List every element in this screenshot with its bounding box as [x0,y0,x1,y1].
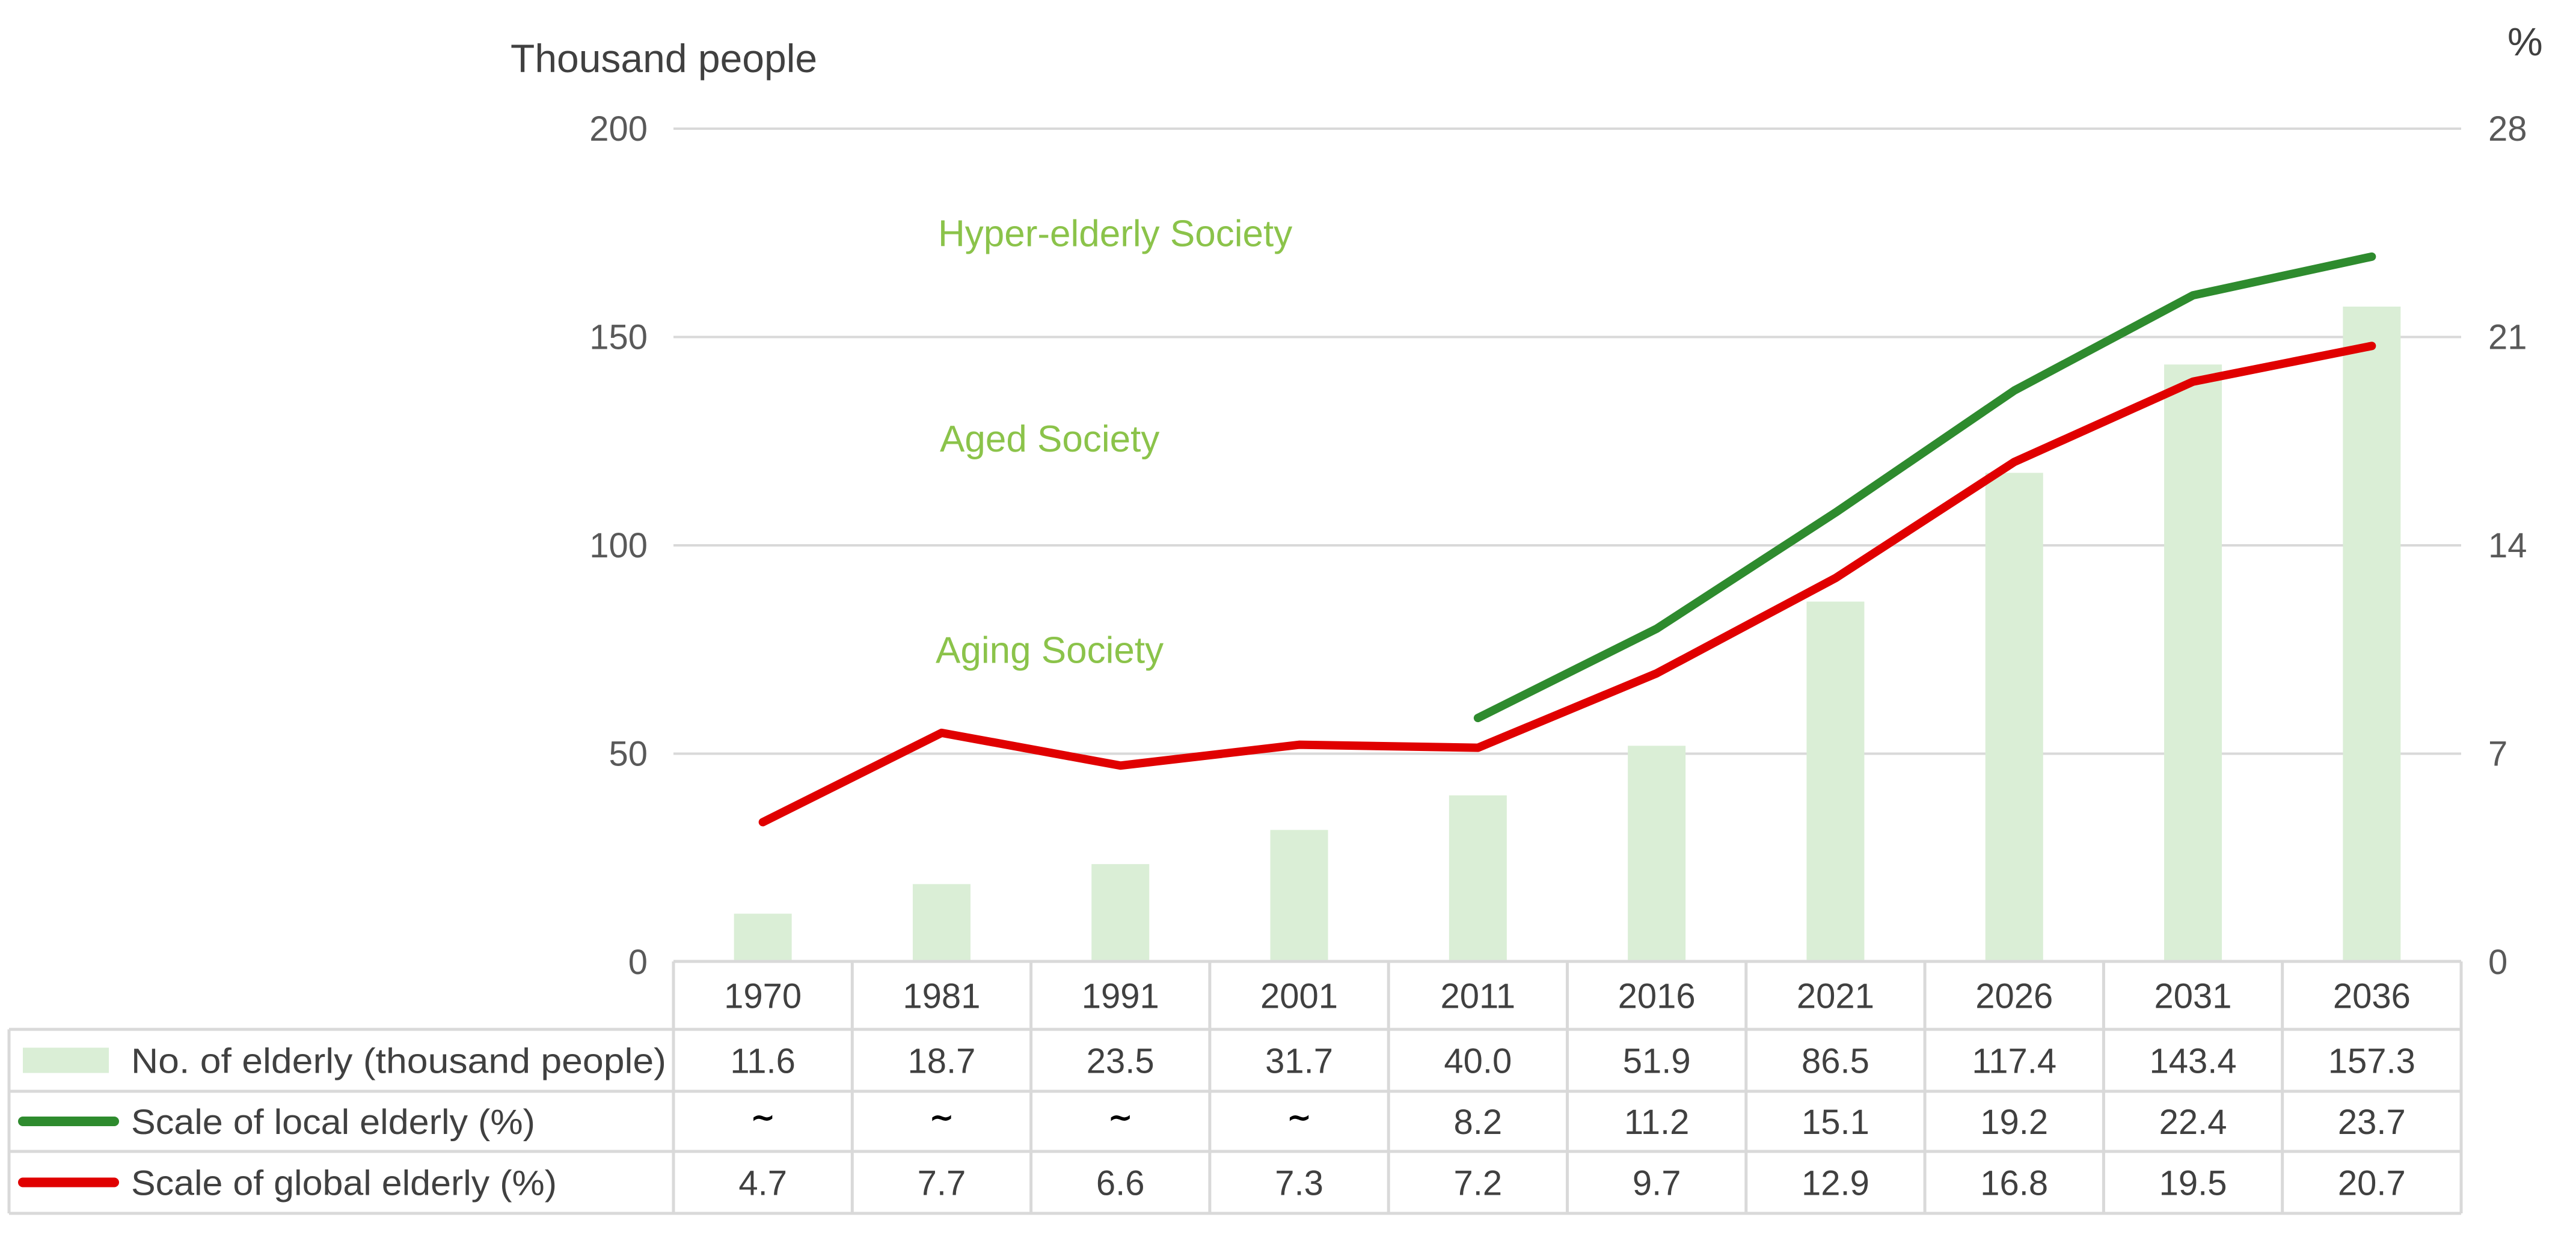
table-cell: 4.7 [738,1164,787,1203]
right-tick-label: 14 [2488,526,2527,565]
bar-2011 [1449,795,1507,962]
lines-elderly-scale [758,252,2376,827]
line-local-elderly [1473,252,2376,723]
legend-label: Scale of local elderly (%) [131,1103,535,1142]
society-annotations: Hyper-elderly Society Aged Society Aging S… [936,213,1292,671]
axis-ticks: 0 0 50 7 100 14 150 21 200 28 [589,109,2527,982]
table-cell: 7.3 [1275,1164,1323,1203]
left-tick-label: 150 [589,318,648,357]
table-cell: 16.8 [1980,1164,2048,1203]
table-cell: 19.5 [2159,1164,2227,1203]
right-axis-title: % [2507,19,2543,64]
table-cell: 19.2 [1980,1103,2048,1142]
table-header-2036: 2036 [2333,977,2411,1016]
table-cell: 23.7 [2338,1103,2406,1142]
table-cell: 143.4 [2149,1042,2236,1081]
table-cell: 23.5 [1087,1042,1155,1081]
legend-label: Scale of global elderly (%) [131,1164,557,1203]
table-header-1970: 1970 [724,977,802,1016]
table-cell: 6.6 [1096,1164,1145,1203]
table-cell: 8.2 [1454,1103,1503,1142]
legend-label: No. of elderly (thousand people) [131,1042,666,1081]
table-cell: ~ [929,1100,954,1135]
table-cell: 117.4 [1972,1042,2056,1081]
left-tick-label: 200 [589,109,648,149]
table-header-2026: 2026 [1975,977,2053,1016]
table-cell: 31.7 [1265,1042,1333,1081]
table-cell: 15.1 [1802,1103,1869,1142]
line-global-elderly [758,342,2376,827]
table-header-2031: 2031 [2154,977,2232,1016]
table-cell: 12.9 [1802,1164,1869,1203]
annotation-aging-society: Aging Society [936,630,1164,671]
table-cell: ~ [1287,1100,1312,1135]
table-cell: 20.7 [2338,1164,2406,1203]
bar-2021 [1806,601,1865,962]
legend-swatch-bar [23,1047,109,1073]
table-header-2011: 2011 [1440,977,1515,1016]
table-cell: 86.5 [1802,1042,1869,1081]
left-axis-title: Thousand people [511,36,817,81]
data-table: 1970 1981 1991 2001 2011 2016 2021 2026 2031 2036… [7,960,2463,1215]
table-cell: 9.7 [1633,1164,1681,1203]
bar-2016 [1628,746,1686,962]
table-cell: ~ [750,1100,776,1135]
right-tick-label: 21 [2488,318,2527,357]
table-cell: 11.6 [730,1042,796,1081]
table-header-1991: 1991 [1082,977,1159,1016]
bar-1991 [1091,864,1150,962]
table-cell: 7.2 [1454,1164,1503,1203]
table-header-1981: 1981 [903,977,980,1016]
table-header-2001: 2001 [1260,977,1338,1016]
right-tick-label: 28 [2488,109,2527,149]
table-cell: 7.7 [918,1164,966,1203]
bar-2036 [2343,306,2401,962]
table-cell: ~ [1108,1100,1133,1135]
bar-2031 [2164,364,2222,962]
table-cell: 157.3 [2328,1042,2415,1081]
left-tick-label: 100 [589,526,648,565]
table-cell: 51.9 [1623,1042,1691,1081]
gridlines [673,127,2461,755]
annotation-hyper-elderly-society: Hyper-elderly Society [938,213,1292,254]
table-cell: 40.0 [1444,1042,1512,1081]
left-tick-label: 50 [609,735,648,774]
left-tick-label: 0 [628,943,648,982]
right-tick-label: 7 [2488,735,2507,774]
right-tick-label: 0 [2488,943,2507,982]
bar-2026 [1985,473,2043,962]
table-cell: 18.7 [908,1042,976,1081]
table-header-2016: 2016 [1618,977,1696,1016]
table-cell: 22.4 [2159,1103,2227,1142]
bar-2001 [1270,830,1328,962]
annotation-aged-society: Aged Society [940,418,1159,460]
bars-elderly-count [734,306,2401,962]
table-header-2021: 2021 [1797,977,1874,1016]
table-cell: 11.2 [1624,1103,1690,1142]
bar-1981 [912,884,971,962]
bar-1970 [734,913,792,962]
